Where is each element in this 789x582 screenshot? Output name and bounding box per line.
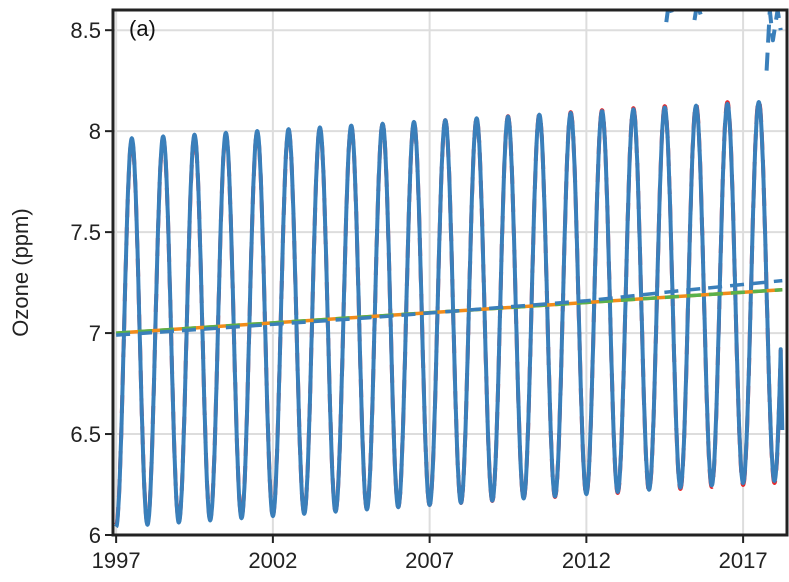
x-tick-label: 2002 [248,548,297,573]
y-tick-label: 6.5 [70,422,101,447]
series-line-seasonal-1 [114,100,785,529]
series-line-trend-5 [115,278,783,337]
panel-label: (a) [129,16,156,41]
y-tick-label: 6 [89,523,101,548]
x-tick-label: 2017 [719,548,768,573]
grid-lines [113,10,787,536]
plot-area [114,10,785,529]
x-tick-label: 2012 [562,548,611,573]
x-tick-label: 2007 [405,548,454,573]
x-tick-label: 1997 [92,548,141,573]
y-axis-ticks: 6 6.5 7 7.5 8 8.5 [70,18,113,548]
y-tick-label: 8 [89,119,101,144]
y-tick-label: 7.5 [70,220,101,245]
y-tick-label: 7 [89,321,101,346]
y-tick-label: 8.5 [70,18,101,43]
x-axis-ticks: 1997 2002 2007 2012 2017 [92,535,768,573]
y-axis-title: Ozone (ppm) [8,208,33,336]
series-line-seasonal-divergent-2 [664,10,783,71]
axes-frame [111,8,789,537]
